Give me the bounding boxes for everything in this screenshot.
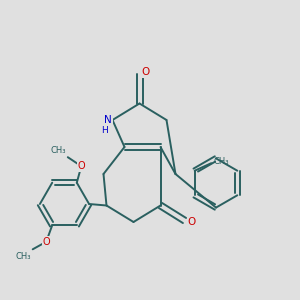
Text: CH₃: CH₃	[214, 157, 229, 166]
Text: H: H	[101, 126, 107, 135]
Text: CH₃: CH₃	[51, 146, 66, 155]
Text: O: O	[42, 237, 50, 247]
Text: CH₃: CH₃	[16, 252, 31, 261]
Text: O: O	[141, 67, 150, 77]
Text: O: O	[188, 217, 196, 227]
Text: O: O	[77, 161, 85, 171]
Text: N: N	[104, 115, 112, 125]
